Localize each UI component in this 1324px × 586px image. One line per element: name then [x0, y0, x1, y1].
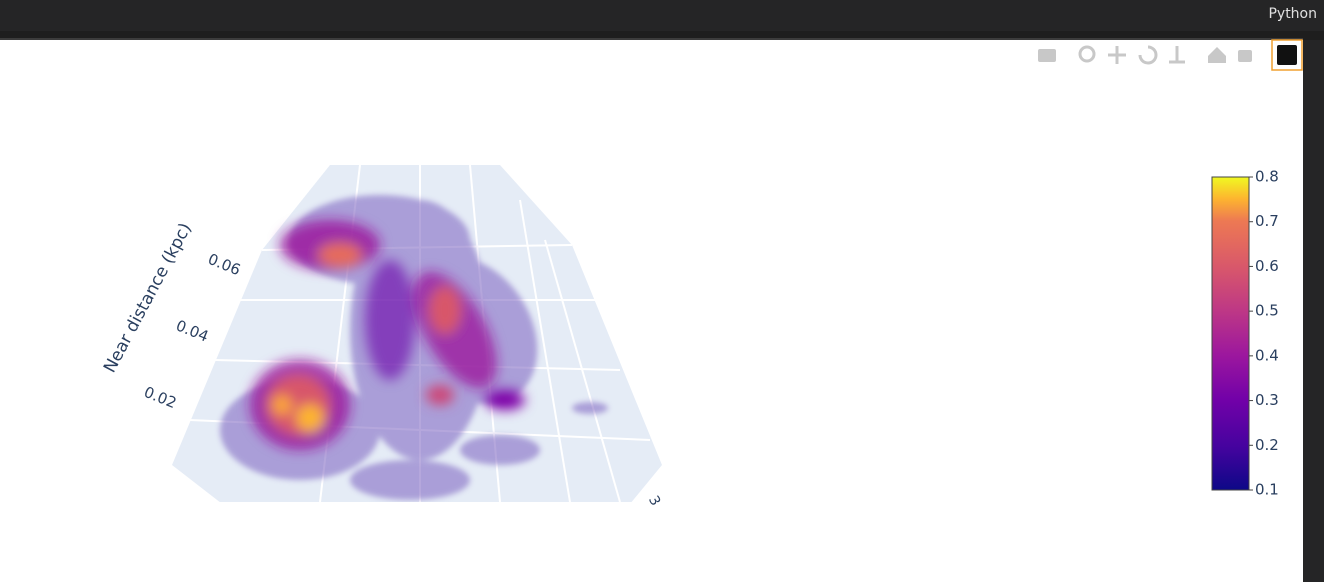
colorbar-tick-label: 0.8: [1255, 168, 1279, 186]
colorbar-tick-label: 0.4: [1255, 346, 1279, 364]
colorbar-tick-label: 0.2: [1255, 436, 1279, 454]
colorbar-ticks: 0.1 0.2 0.3 0.4 0.5 0.6 0.7 0.8: [1249, 168, 1279, 499]
colorbar-tick-label: 0.5: [1255, 302, 1279, 320]
zoom-icon[interactable]: [1078, 45, 1096, 63]
home-icon[interactable]: [1208, 47, 1226, 63]
colorbar-tick-label: 0.3: [1255, 391, 1279, 409]
clipped-tick: 3: [645, 493, 663, 508]
camera-reset-icon[interactable]: [1238, 50, 1252, 62]
tab-strip: [0, 31, 1324, 40]
title-bar: [0, 0, 1324, 31]
colorbar: [1211, 176, 1250, 491]
axis-tick-label: 0.02: [141, 383, 179, 412]
axis-title: Near distance (kpc): [100, 220, 196, 377]
scene: [172, 165, 662, 502]
orbit-icon[interactable]: [1138, 45, 1158, 65]
colorbar-tick-label: 0.1: [1255, 481, 1279, 499]
axis-tick-label: 0.04: [173, 316, 211, 345]
colorbar-tick-label: 0.6: [1255, 257, 1279, 275]
scrollbar: [1303, 40, 1324, 582]
camera-icon[interactable]: [1038, 49, 1056, 62]
volume-blobs: [250, 220, 525, 450]
turntable-icon[interactable]: [1169, 46, 1185, 64]
pan-icon[interactable]: [1108, 46, 1126, 64]
kernel-label: Python: [1268, 6, 1317, 22]
modebar: [1038, 39, 1303, 71]
divider: [0, 38, 1303, 40]
colorbar-tick-label: 0.7: [1255, 212, 1279, 230]
axis-tick-label: 0.06: [205, 250, 243, 279]
